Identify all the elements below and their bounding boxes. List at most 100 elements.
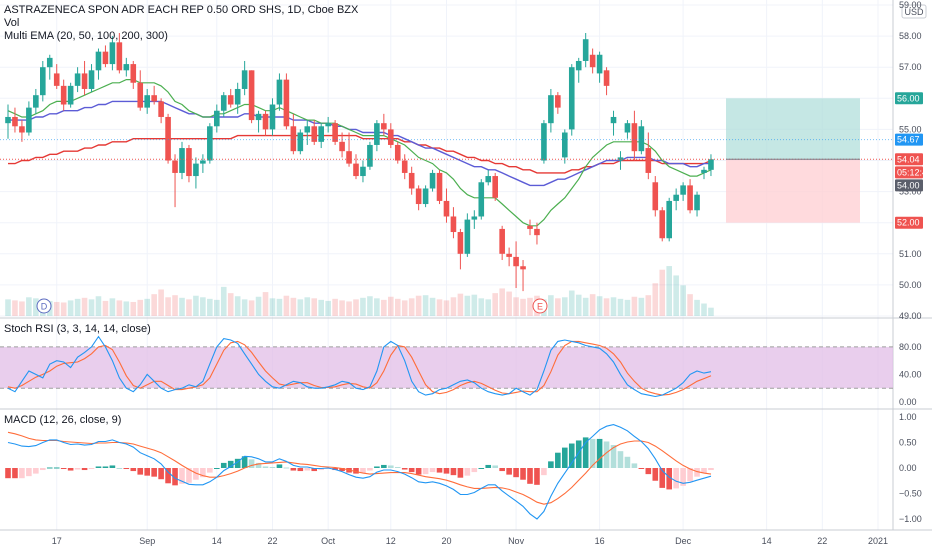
- candle[interactable]: [40, 60, 46, 102]
- currency-badge[interactable]: USD: [901, 4, 927, 19]
- candle[interactable]: [464, 213, 471, 257]
- candle[interactable]: [193, 157, 199, 189]
- candle[interactable]: [276, 73, 283, 111]
- dividend-marker[interactable]: D: [36, 298, 52, 314]
- candle[interactable]: [353, 154, 359, 180]
- candle[interactable]: [471, 210, 478, 229]
- candle[interactable]: [680, 182, 686, 201]
- candle[interactable]: [5, 104, 11, 139]
- candle[interactable]: [436, 169, 443, 205]
- candle[interactable]: [701, 166, 707, 180]
- candle[interactable]: [555, 92, 561, 114]
- candle[interactable]: [26, 101, 32, 136]
- candle[interactable]: [318, 123, 324, 149]
- position-loss-zone[interactable]: [726, 159, 860, 223]
- candle[interactable]: [67, 82, 74, 108]
- candle[interactable]: [506, 247, 512, 267]
- candle[interactable]: [234, 82, 241, 114]
- candle[interactable]: [158, 98, 164, 124]
- candle[interactable]: [269, 98, 276, 136]
- candle[interactable]: [186, 144, 192, 183]
- candle[interactable]: [582, 32, 589, 68]
- candle[interactable]: [227, 88, 234, 108]
- candle[interactable]: [304, 120, 311, 145]
- candle[interactable]: [81, 60, 88, 96]
- candle[interactable]: [241, 60, 248, 96]
- candle[interactable]: [346, 132, 352, 167]
- candle[interactable]: [102, 45, 109, 68]
- earnings-marker[interactable]: E: [532, 298, 548, 314]
- candle[interactable]: [248, 70, 255, 124]
- candle[interactable]: [297, 129, 304, 155]
- candle[interactable]: [74, 67, 81, 93]
- candle[interactable]: [367, 141, 373, 170]
- candle[interactable]: [88, 64, 95, 93]
- candle[interactable]: [422, 185, 429, 208]
- candle[interactable]: [46, 54, 53, 80]
- candle[interactable]: [325, 116, 331, 133]
- candle[interactable]: [144, 88, 150, 114]
- candle[interactable]: [165, 113, 171, 164]
- stoch-axis[interactable]: 80.00 40.00 0.00: [899, 342, 922, 407]
- candle[interactable]: [374, 120, 380, 152]
- candle[interactable]: [255, 110, 262, 133]
- candle[interactable]: [109, 36, 116, 71]
- candle[interactable]: [19, 120, 25, 142]
- candle[interactable]: [492, 172, 498, 201]
- candle[interactable]: [262, 110, 269, 136]
- candle[interactable]: [562, 129, 568, 164]
- candle[interactable]: [220, 92, 227, 117]
- symbol-title[interactable]: ASTRAZENECA SPON ADR EACH REP 0.50 ORD S…: [4, 4, 359, 16]
- stoch-rsi-legend[interactable]: Stoch RSI (3, 3, 14, 14, close): [4, 323, 151, 335]
- candle[interactable]: [624, 120, 631, 139]
- candle[interactable]: [290, 113, 297, 155]
- candle[interactable]: [673, 188, 679, 211]
- candle[interactable]: [666, 197, 672, 242]
- candle[interactable]: [450, 207, 457, 239]
- candle[interactable]: [694, 191, 700, 217]
- macd-legend[interactable]: MACD (12, 26, close, 9): [4, 414, 121, 426]
- candle[interactable]: [534, 222, 540, 245]
- candle[interactable]: [610, 110, 617, 136]
- candle[interactable]: [33, 88, 39, 114]
- candle[interactable]: [499, 225, 505, 261]
- candle[interactable]: [575, 57, 582, 83]
- candle[interactable]: [401, 154, 408, 180]
- candle[interactable]: [589, 48, 596, 74]
- candle[interactable]: [137, 70, 144, 111]
- candle[interactable]: [339, 132, 345, 158]
- candle[interactable]: [130, 60, 137, 89]
- position-profit-zone[interactable]: [726, 98, 860, 160]
- candle[interactable]: [332, 120, 338, 145]
- candle[interactable]: [283, 73, 290, 130]
- candle[interactable]: [172, 154, 178, 208]
- candle[interactable]: [596, 51, 603, 83]
- ema-legend[interactable]: Multi EMA (20, 50, 100, 200, 300): [4, 30, 168, 42]
- candle[interactable]: [513, 241, 519, 289]
- candle[interactable]: [179, 141, 185, 180]
- candle[interactable]: [200, 154, 206, 173]
- candle[interactable]: [541, 120, 547, 164]
- candle[interactable]: [388, 123, 394, 149]
- candle[interactable]: [311, 120, 318, 145]
- candle[interactable]: [360, 160, 366, 183]
- candle[interactable]: [568, 64, 575, 136]
- candle[interactable]: [12, 107, 18, 133]
- candle[interactable]: [394, 141, 401, 164]
- candle[interactable]: [457, 228, 464, 270]
- candle[interactable]: [429, 169, 436, 192]
- candle[interactable]: [95, 48, 102, 80]
- candle[interactable]: [708, 154, 714, 177]
- candle[interactable]: [631, 110, 638, 161]
- candle[interactable]: [116, 32, 123, 74]
- candle[interactable]: [381, 113, 387, 136]
- candle[interactable]: [214, 104, 220, 133]
- candlesticks[interactable]: [5, 32, 714, 292]
- volume-legend[interactable]: Vol: [4, 17, 19, 29]
- candle[interactable]: [645, 132, 652, 180]
- candle[interactable]: [617, 151, 624, 170]
- candle[interactable]: [603, 67, 610, 96]
- candle[interactable]: [408, 166, 415, 195]
- candle[interactable]: [548, 88, 554, 133]
